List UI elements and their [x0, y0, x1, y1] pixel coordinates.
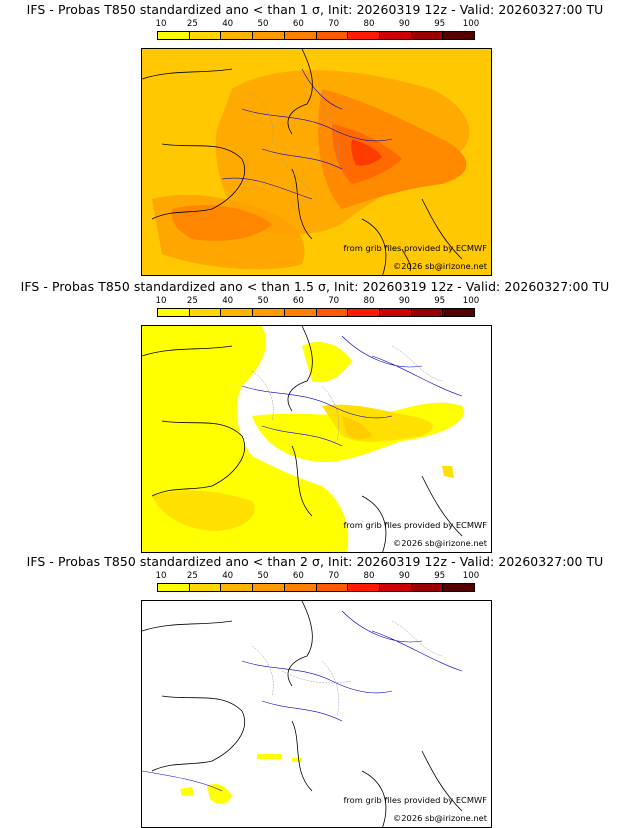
legend-color-cell	[253, 32, 285, 39]
legend-color-cell	[284, 309, 317, 316]
map-panel-3: IFS - Probas T850 standardized ano < tha…	[0, 552, 630, 828]
legend-tick-label: 50	[257, 19, 269, 29]
legend-color-cell	[189, 32, 222, 39]
author-credit: ©2026 sb@irizone.net	[392, 538, 487, 548]
legend-tick-label: 25	[186, 296, 198, 306]
probability-map: from grib files provided by ECMWF ©2026 …	[141, 600, 492, 828]
map-panel-1: IFS - Probas T850 standardized ano < tha…	[0, 0, 630, 276]
legend-color-cell	[379, 584, 412, 591]
legend-color-cell	[443, 309, 475, 316]
legend-tick-label: 40	[222, 296, 234, 306]
legend-color-cell	[284, 584, 317, 591]
legend-tick-label: 70	[328, 19, 340, 29]
legend-tick-label: 80	[363, 571, 375, 581]
probability-map: from grib files provided by ECMWF ©2026 …	[141, 48, 492, 276]
legend-color-cell	[316, 32, 349, 39]
legend-tick-label: 60	[292, 19, 304, 29]
legend-tick-label: 90	[398, 571, 410, 581]
legend-color-cell	[189, 309, 222, 316]
legend-color-cell	[348, 32, 380, 39]
legend-tick-label: 60	[292, 296, 304, 306]
legend-tick-label: 70	[328, 296, 340, 306]
legend-color-cell	[158, 309, 190, 316]
legend-tick-label: 100	[462, 19, 480, 29]
legend-color-cell	[411, 309, 444, 316]
legend-tick-label: 40	[222, 19, 234, 29]
color-legend: 10 25 40 50 60 70 80 90 95 100	[155, 19, 480, 49]
legend-bar	[157, 583, 475, 592]
legend-color-cell	[284, 32, 317, 39]
legend-color-cell	[253, 309, 285, 316]
color-legend: 10 25 40 50 60 70 80 90 95 100	[155, 296, 480, 326]
legend-tick-label: 50	[257, 296, 269, 306]
map-canvas	[142, 326, 491, 552]
map-panel-2: IFS - Probas T850 standardized ano < tha…	[0, 277, 630, 553]
data-source-credit: from grib files provided by ECMWF	[343, 795, 487, 805]
legend-tick-label: 25	[186, 571, 198, 581]
legend-color-cell	[158, 32, 190, 39]
legend-tick-label: 10	[155, 296, 167, 306]
legend-color-cell	[221, 309, 254, 316]
legend-tick-label: 25	[186, 19, 198, 29]
legend-color-cell	[348, 309, 380, 316]
legend-tick-label: 90	[398, 296, 410, 306]
panel-title: IFS - Probas T850 standardized ano < tha…	[20, 279, 610, 294]
legend-tick-label: 70	[328, 571, 340, 581]
author-credit: ©2026 sb@irizone.net	[392, 261, 487, 271]
legend-bar	[157, 31, 475, 40]
legend-tick-label: 100	[462, 571, 480, 581]
legend-tick-label: 10	[155, 19, 167, 29]
legend-color-cell	[189, 584, 222, 591]
legend-color-cell	[411, 32, 444, 39]
legend-tick-label: 80	[363, 296, 375, 306]
legend-bar	[157, 308, 475, 317]
panel-title: IFS - Probas T850 standardized ano < tha…	[26, 2, 604, 17]
legend-color-cell	[158, 584, 190, 591]
legend-labels: 10 25 40 50 60 70 80 90 95 100	[155, 571, 480, 581]
panel-title: IFS - Probas T850 standardized ano < tha…	[26, 554, 604, 569]
legend-tick-label: 80	[363, 19, 375, 29]
legend-color-cell	[379, 309, 412, 316]
legend-tick-label: 95	[434, 19, 446, 29]
legend-color-cell	[443, 584, 475, 591]
map-canvas	[142, 601, 491, 827]
legend-tick-label: 10	[155, 571, 167, 581]
legend-tick-label: 100	[462, 296, 480, 306]
legend-color-cell	[411, 584, 444, 591]
legend-color-cell	[221, 32, 254, 39]
legend-color-cell	[221, 584, 254, 591]
author-credit: ©2026 sb@irizone.net	[392, 813, 487, 823]
legend-tick-label: 60	[292, 571, 304, 581]
legend-color-cell	[443, 32, 475, 39]
legend-tick-label: 90	[398, 19, 410, 29]
legend-color-cell	[316, 584, 349, 591]
legend-tick-label: 95	[434, 571, 446, 581]
legend-labels: 10 25 40 50 60 70 80 90 95 100	[155, 19, 480, 29]
legend-color-cell	[379, 32, 412, 39]
map-canvas	[142, 49, 491, 275]
legend-tick-label: 40	[222, 571, 234, 581]
legend-tick-label: 50	[257, 571, 269, 581]
color-legend: 10 25 40 50 60 70 80 90 95 100	[155, 571, 480, 601]
legend-tick-label: 95	[434, 296, 446, 306]
legend-color-cell	[316, 309, 349, 316]
probability-map: from grib files provided by ECMWF ©2026 …	[141, 325, 492, 553]
legend-color-cell	[348, 584, 380, 591]
legend-color-cell	[253, 584, 285, 591]
legend-labels: 10 25 40 50 60 70 80 90 95 100	[155, 296, 480, 306]
data-source-credit: from grib files provided by ECMWF	[343, 243, 487, 253]
data-source-credit: from grib files provided by ECMWF	[343, 520, 487, 530]
